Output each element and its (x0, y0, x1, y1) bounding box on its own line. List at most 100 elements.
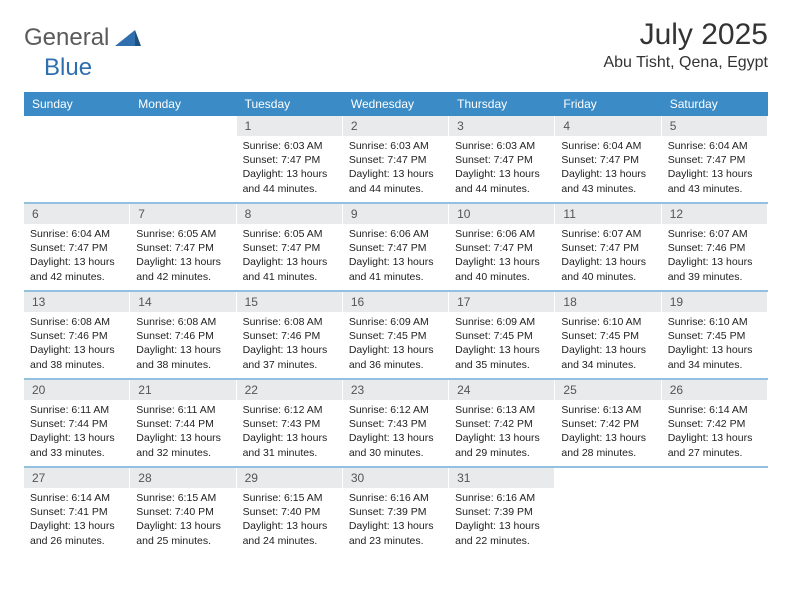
day-details: Sunrise: 6:10 AMSunset: 7:45 PMDaylight:… (662, 312, 767, 378)
day-line-sunrise: Sunrise: 6:16 AM (349, 491, 442, 505)
day-line-sunset: Sunset: 7:45 PM (455, 329, 548, 343)
day-line-day2: and 43 minutes. (668, 182, 761, 196)
day-number: 3 (449, 116, 554, 136)
day-line-sunrise: Sunrise: 6:05 AM (243, 227, 336, 241)
calendar: Sunday Monday Tuesday Wednesday Thursday… (24, 92, 768, 554)
day-line-sunrise: Sunrise: 6:06 AM (455, 227, 548, 241)
day-line-day1: Daylight: 13 hours (243, 519, 336, 533)
day-line-sunset: Sunset: 7:45 PM (349, 329, 442, 343)
logo-text-blue: Blue (44, 54, 92, 81)
day-details: Sunrise: 6:15 AMSunset: 7:40 PMDaylight:… (237, 488, 342, 554)
day-line-day2: and 28 minutes. (561, 446, 654, 460)
day-line-sunrise: Sunrise: 6:03 AM (455, 139, 548, 153)
day-line-day1: Daylight: 13 hours (136, 519, 229, 533)
week-separator (24, 466, 768, 468)
day-number: 17 (449, 292, 554, 312)
day-line-day1: Daylight: 13 hours (349, 255, 442, 269)
day-number: 15 (237, 292, 342, 312)
day-line-sunset: Sunset: 7:45 PM (668, 329, 761, 343)
day-line-sunset: Sunset: 7:44 PM (136, 417, 229, 431)
day-cell: 16Sunrise: 6:09 AMSunset: 7:45 PMDayligh… (343, 292, 449, 378)
day-details: Sunrise: 6:07 AMSunset: 7:46 PMDaylight:… (662, 224, 767, 290)
day-number: 12 (662, 204, 767, 224)
day-details: Sunrise: 6:08 AMSunset: 7:46 PMDaylight:… (24, 312, 129, 378)
day-cell: 25Sunrise: 6:13 AMSunset: 7:42 PMDayligh… (555, 380, 661, 466)
day-cell: 22Sunrise: 6:12 AMSunset: 7:43 PMDayligh… (237, 380, 343, 466)
day-number: 20 (24, 380, 129, 400)
day-line-day1: Daylight: 13 hours (561, 167, 654, 181)
day-line-day1: Daylight: 13 hours (30, 519, 123, 533)
day-details: Sunrise: 6:16 AMSunset: 7:39 PMDaylight:… (449, 488, 554, 554)
day-details: Sunrise: 6:07 AMSunset: 7:47 PMDaylight:… (555, 224, 660, 290)
day-number: 1 (237, 116, 342, 136)
day-details: Sunrise: 6:15 AMSunset: 7:40 PMDaylight:… (130, 488, 235, 554)
day-line-day1: Daylight: 13 hours (668, 343, 761, 357)
day-line-day1: Daylight: 13 hours (136, 255, 229, 269)
day-number: 31 (449, 468, 554, 488)
day-line-sunrise: Sunrise: 6:04 AM (30, 227, 123, 241)
day-number: 7 (130, 204, 235, 224)
day-details: Sunrise: 6:04 AMSunset: 7:47 PMDaylight:… (555, 136, 660, 202)
day-cell: 7Sunrise: 6:05 AMSunset: 7:47 PMDaylight… (130, 204, 236, 290)
day-number: 30 (343, 468, 448, 488)
day-line-sunrise: Sunrise: 6:12 AM (349, 403, 442, 417)
day-number: 5 (662, 116, 767, 136)
day-line-day1: Daylight: 13 hours (30, 255, 123, 269)
day-details: Sunrise: 6:14 AMSunset: 7:41 PMDaylight:… (24, 488, 129, 554)
day-cell: 29Sunrise: 6:15 AMSunset: 7:40 PMDayligh… (237, 468, 343, 554)
day-line-day1: Daylight: 13 hours (136, 343, 229, 357)
title-block: July 2025 Abu Tisht, Qena, Egypt (603, 18, 768, 72)
day-details: Sunrise: 6:14 AMSunset: 7:42 PMDaylight:… (662, 400, 767, 466)
day-number: 11 (555, 204, 660, 224)
day-line-day1: Daylight: 13 hours (136, 431, 229, 445)
day-line-sunrise: Sunrise: 6:15 AM (136, 491, 229, 505)
day-cell: 2Sunrise: 6:03 AMSunset: 7:47 PMDaylight… (343, 116, 449, 202)
day-line-sunset: Sunset: 7:46 PM (136, 329, 229, 343)
day-line-sunrise: Sunrise: 6:10 AM (561, 315, 654, 329)
weekday-thursday: Thursday (449, 92, 555, 116)
day-line-sunset: Sunset: 7:47 PM (561, 153, 654, 167)
day-line-sunset: Sunset: 7:46 PM (668, 241, 761, 255)
day-line-day2: and 25 minutes. (136, 534, 229, 548)
day-line-day1: Daylight: 13 hours (455, 343, 548, 357)
day-details: Sunrise: 6:16 AMSunset: 7:39 PMDaylight:… (343, 488, 448, 554)
day-line-day2: and 40 minutes. (561, 270, 654, 284)
day-cell: 14Sunrise: 6:08 AMSunset: 7:46 PMDayligh… (130, 292, 236, 378)
day-cell: 1Sunrise: 6:03 AMSunset: 7:47 PMDaylight… (237, 116, 343, 202)
week-row: 1Sunrise: 6:03 AMSunset: 7:47 PMDaylight… (24, 116, 768, 202)
day-cell: 15Sunrise: 6:08 AMSunset: 7:46 PMDayligh… (237, 292, 343, 378)
week-separator (24, 202, 768, 204)
day-details: Sunrise: 6:09 AMSunset: 7:45 PMDaylight:… (343, 312, 448, 378)
day-line-day1: Daylight: 13 hours (349, 431, 442, 445)
day-line-sunrise: Sunrise: 6:16 AM (455, 491, 548, 505)
day-details: Sunrise: 6:03 AMSunset: 7:47 PMDaylight:… (343, 136, 448, 202)
day-number: 24 (449, 380, 554, 400)
day-line-day2: and 27 minutes. (668, 446, 761, 460)
day-line-sunset: Sunset: 7:47 PM (136, 241, 229, 255)
day-line-day2: and 35 minutes. (455, 358, 548, 372)
day-cell: 20Sunrise: 6:11 AMSunset: 7:44 PMDayligh… (24, 380, 130, 466)
day-line-sunset: Sunset: 7:47 PM (668, 153, 761, 167)
day-line-day1: Daylight: 13 hours (30, 343, 123, 357)
day-line-sunset: Sunset: 7:47 PM (243, 153, 336, 167)
weekday-wednesday: Wednesday (343, 92, 449, 116)
day-number: 13 (24, 292, 129, 312)
day-line-day2: and 23 minutes. (349, 534, 442, 548)
week-row: 6Sunrise: 6:04 AMSunset: 7:47 PMDaylight… (24, 204, 768, 290)
day-line-day1: Daylight: 13 hours (561, 431, 654, 445)
day-details: Sunrise: 6:05 AMSunset: 7:47 PMDaylight:… (237, 224, 342, 290)
day-line-day2: and 44 minutes. (455, 182, 548, 196)
day-line-day2: and 24 minutes. (243, 534, 336, 548)
day-line-sunset: Sunset: 7:44 PM (30, 417, 123, 431)
day-details: Sunrise: 6:04 AMSunset: 7:47 PMDaylight:… (662, 136, 767, 202)
day-line-sunset: Sunset: 7:42 PM (455, 417, 548, 431)
day-line-day1: Daylight: 13 hours (30, 431, 123, 445)
day-number: 6 (24, 204, 129, 224)
day-details: Sunrise: 6:06 AMSunset: 7:47 PMDaylight:… (343, 224, 448, 290)
weekday-saturday: Saturday (662, 92, 768, 116)
day-details: Sunrise: 6:12 AMSunset: 7:43 PMDaylight:… (237, 400, 342, 466)
day-line-sunset: Sunset: 7:40 PM (136, 505, 229, 519)
day-line-sunrise: Sunrise: 6:08 AM (30, 315, 123, 329)
day-cell: 5Sunrise: 6:04 AMSunset: 7:47 PMDaylight… (662, 116, 768, 202)
logo-triangle-icon (115, 26, 141, 51)
